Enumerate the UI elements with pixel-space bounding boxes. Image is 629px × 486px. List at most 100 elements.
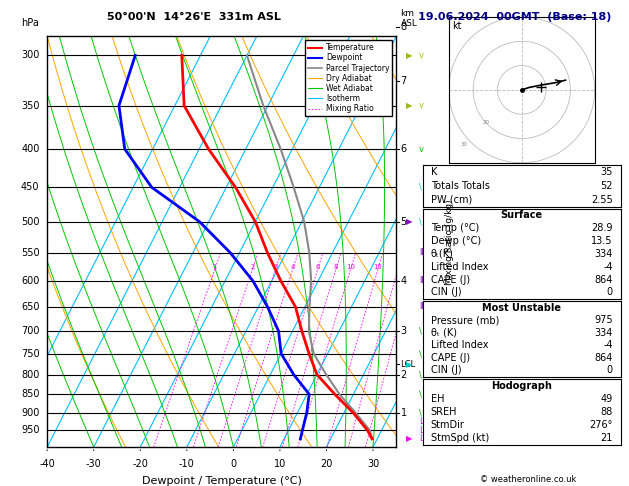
Text: v: v xyxy=(419,101,424,110)
Text: 450: 450 xyxy=(21,182,40,192)
Text: 1: 1 xyxy=(401,408,406,418)
Text: 0: 0 xyxy=(230,459,237,469)
Text: lll: lll xyxy=(419,277,426,285)
Text: 7: 7 xyxy=(401,76,407,87)
Text: km
ASL: km ASL xyxy=(401,9,417,28)
Text: 0: 0 xyxy=(607,287,613,297)
Text: -30: -30 xyxy=(86,459,102,469)
Text: LCL: LCL xyxy=(401,360,416,369)
Text: 28.9: 28.9 xyxy=(591,223,613,233)
Text: 30: 30 xyxy=(367,459,379,469)
Text: 21: 21 xyxy=(601,433,613,443)
Text: CAPE (J): CAPE (J) xyxy=(431,275,470,285)
Text: 850: 850 xyxy=(21,389,40,399)
Text: CIN (J): CIN (J) xyxy=(431,365,461,375)
Text: 500: 500 xyxy=(21,217,40,226)
Text: 900: 900 xyxy=(21,408,40,418)
Text: 950: 950 xyxy=(21,425,40,435)
Text: 276°: 276° xyxy=(589,420,613,430)
Text: Lifted Index: Lifted Index xyxy=(431,340,488,350)
Text: ▶: ▶ xyxy=(406,101,412,110)
Text: 13.5: 13.5 xyxy=(591,236,613,246)
Text: SREH: SREH xyxy=(431,407,457,417)
Text: -10: -10 xyxy=(179,459,195,469)
Text: 300: 300 xyxy=(21,51,40,60)
Text: 10: 10 xyxy=(274,459,286,469)
Text: Dewpoint / Temperature (°C): Dewpoint / Temperature (°C) xyxy=(142,476,302,486)
Text: \: \ xyxy=(419,217,422,226)
Text: hPa: hPa xyxy=(21,18,40,28)
Text: StmDir: StmDir xyxy=(431,420,464,430)
Text: Most Unstable: Most Unstable xyxy=(482,303,561,312)
Text: 1: 1 xyxy=(213,264,217,270)
Text: L: L xyxy=(419,417,423,426)
Text: Hodograph: Hodograph xyxy=(491,381,552,391)
Text: 10: 10 xyxy=(346,264,355,270)
Text: v: v xyxy=(419,51,424,60)
Text: 8: 8 xyxy=(333,264,338,270)
Text: PW (cm): PW (cm) xyxy=(431,195,472,205)
Text: Lifted Index: Lifted Index xyxy=(431,262,488,272)
Text: 864: 864 xyxy=(594,353,613,363)
Text: L: L xyxy=(419,434,423,443)
Text: \: \ xyxy=(419,349,422,358)
Text: © weatheronline.co.uk: © weatheronline.co.uk xyxy=(480,474,577,484)
Text: \: \ xyxy=(419,408,422,417)
Text: 2.55: 2.55 xyxy=(591,195,613,205)
Text: \: \ xyxy=(419,370,422,379)
Text: -40: -40 xyxy=(39,459,55,469)
Text: 4: 4 xyxy=(291,264,295,270)
Text: 550: 550 xyxy=(21,248,40,258)
Text: 6: 6 xyxy=(401,144,406,154)
Text: 334: 334 xyxy=(594,249,613,259)
Text: \: \ xyxy=(419,183,422,192)
Text: \: \ xyxy=(419,390,422,399)
Text: Dewp (°C): Dewp (°C) xyxy=(431,236,481,246)
Text: ▶: ▶ xyxy=(406,217,412,226)
Text: 3: 3 xyxy=(401,326,406,336)
Text: 800: 800 xyxy=(21,369,40,380)
Text: -4: -4 xyxy=(603,262,613,272)
Text: L: L xyxy=(419,426,423,435)
Text: 35: 35 xyxy=(601,167,613,177)
Text: 650: 650 xyxy=(21,302,40,312)
Text: Totals Totals: Totals Totals xyxy=(431,181,489,191)
Text: 8: 8 xyxy=(401,22,406,32)
Text: Surface: Surface xyxy=(501,210,543,221)
Text: 600: 600 xyxy=(21,276,40,286)
Text: 3: 3 xyxy=(273,264,278,270)
Text: ▶: ▶ xyxy=(406,51,412,60)
Text: 2: 2 xyxy=(401,369,407,380)
Text: StmSpd (kt): StmSpd (kt) xyxy=(431,433,489,443)
Legend: Temperature, Dewpoint, Parcel Trajectory, Dry Adiabat, Wet Adiabat, Isotherm, Mi: Temperature, Dewpoint, Parcel Trajectory… xyxy=(305,40,392,116)
Text: 350: 350 xyxy=(21,101,40,111)
Text: -20: -20 xyxy=(132,459,148,469)
Text: Temp (°C): Temp (°C) xyxy=(431,223,479,233)
Text: 5: 5 xyxy=(401,217,407,226)
Text: kt: kt xyxy=(452,21,461,32)
Text: CAPE (J): CAPE (J) xyxy=(431,353,470,363)
Text: 750: 750 xyxy=(21,348,40,359)
Text: 20: 20 xyxy=(320,459,333,469)
Text: CIN (J): CIN (J) xyxy=(431,287,461,297)
Text: K: K xyxy=(431,167,437,177)
Text: Mixing Ratio (g/kg): Mixing Ratio (g/kg) xyxy=(445,199,454,285)
Text: 15: 15 xyxy=(374,264,382,270)
Text: \: \ xyxy=(419,327,422,335)
Text: 864: 864 xyxy=(594,275,613,285)
Text: 4: 4 xyxy=(401,276,406,286)
Text: 50°00'N  14°26'E  331m ASL: 50°00'N 14°26'E 331m ASL xyxy=(107,12,281,22)
Text: 975: 975 xyxy=(594,315,613,325)
Text: EH: EH xyxy=(431,394,444,404)
Text: 52: 52 xyxy=(601,181,613,191)
Text: 49: 49 xyxy=(601,394,613,404)
Text: ▶: ▶ xyxy=(406,434,412,443)
Text: v: v xyxy=(419,144,424,154)
Text: 400: 400 xyxy=(21,144,40,154)
Text: 334: 334 xyxy=(594,328,613,338)
Text: θₜ(K): θₜ(K) xyxy=(431,249,454,259)
Text: 20: 20 xyxy=(483,120,490,125)
Text: θₜ (K): θₜ (K) xyxy=(431,328,457,338)
Text: 30: 30 xyxy=(461,142,468,147)
Text: 2: 2 xyxy=(250,264,254,270)
